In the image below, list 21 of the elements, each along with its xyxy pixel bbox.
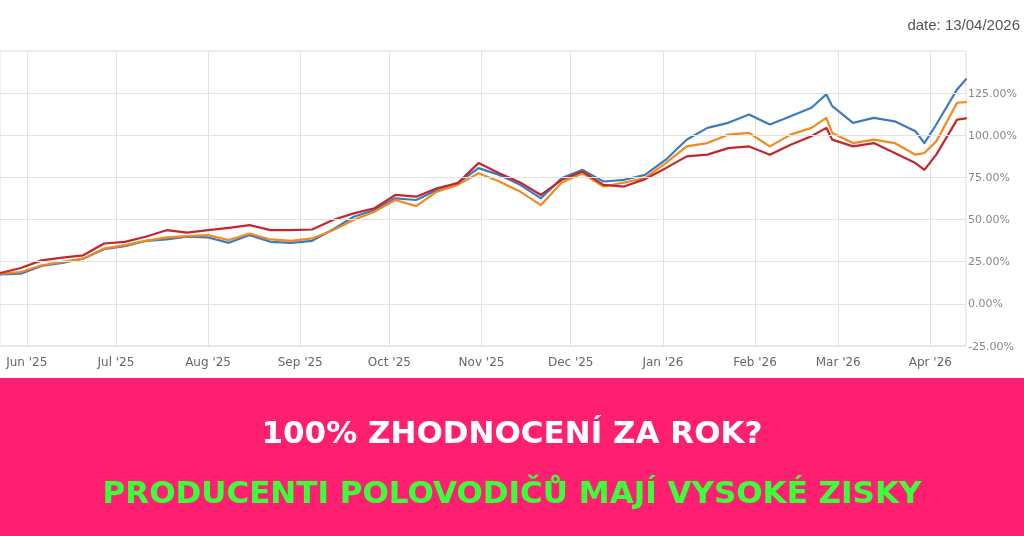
x-tick-label: Jul '25	[96, 355, 135, 369]
x-tick-label: Apr '26	[908, 355, 952, 369]
x-tick-label: Mar '26	[815, 355, 861, 369]
y-tick-label: 100.00%	[968, 128, 1017, 142]
x-tick-label: Dec '25	[547, 355, 594, 369]
x-tick-label: Feb '26	[733, 355, 777, 369]
text: 100% ZHODNOCENÍ ZA ROK?	[260, 414, 764, 450]
y-tick-label: 50.00%	[968, 213, 1010, 227]
x-tick-label: Aug '25	[185, 355, 231, 369]
x-tick-label: Jan '26	[641, 355, 684, 369]
x-tick-label: Jun '25	[5, 355, 48, 369]
text: PRODUCENTI POLOVODIČŮ MAJÍ VYSOKÉ ZISKY	[101, 474, 923, 510]
text: date: 13/04/2026	[907, 16, 1020, 33]
y-tick-label: -25.00%	[968, 339, 1014, 353]
x-tick-label: Oct '25	[367, 355, 411, 369]
y-tick-label: 0.00%	[968, 297, 1003, 311]
y-tick-label: 75.00%	[968, 170, 1010, 184]
x-tick-label: Sep '25	[277, 355, 323, 369]
y-tick-label: 125.00%	[968, 86, 1017, 100]
y-tick-label: 25.00%	[968, 255, 1010, 269]
x-tick-label: Nov '25	[458, 355, 505, 369]
